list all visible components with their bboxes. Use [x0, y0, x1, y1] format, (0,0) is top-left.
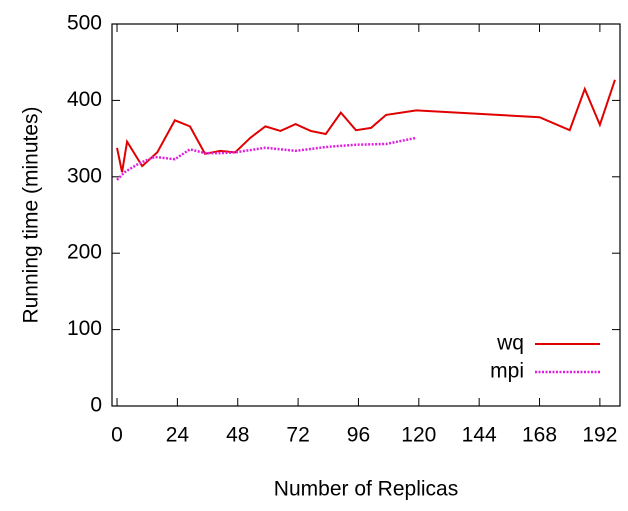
line-series: [116, 79, 616, 173]
x-tick-label: 192: [582, 424, 617, 447]
y-tick-label: 100: [67, 317, 102, 340]
x-axis-label: Number of Replicas: [274, 478, 458, 501]
x-tick-label: 168: [522, 424, 557, 447]
x-tick-label: 0: [111, 424, 123, 447]
x-tick-label: 72: [286, 424, 309, 447]
y-tick-label: 400: [67, 88, 102, 111]
y-tick-label: 0: [90, 394, 102, 417]
line-series: [116, 136, 417, 181]
plot-frame: [111, 23, 621, 407]
x-tick-label: 24: [166, 424, 190, 447]
y-tick-label: 200: [67, 241, 102, 264]
x-tick-label: 144: [462, 424, 497, 447]
y-tick-label: 500: [67, 12, 102, 35]
legend-label: mpi: [490, 360, 524, 383]
y-axis-label: Running time (minutes): [20, 106, 43, 323]
x-tick-label: 96: [347, 424, 370, 447]
x-tick-label: 48: [226, 424, 249, 447]
legend-label: wq: [496, 332, 524, 355]
y-tick-label: 300: [67, 164, 102, 187]
x-tick-label: 120: [401, 424, 436, 447]
